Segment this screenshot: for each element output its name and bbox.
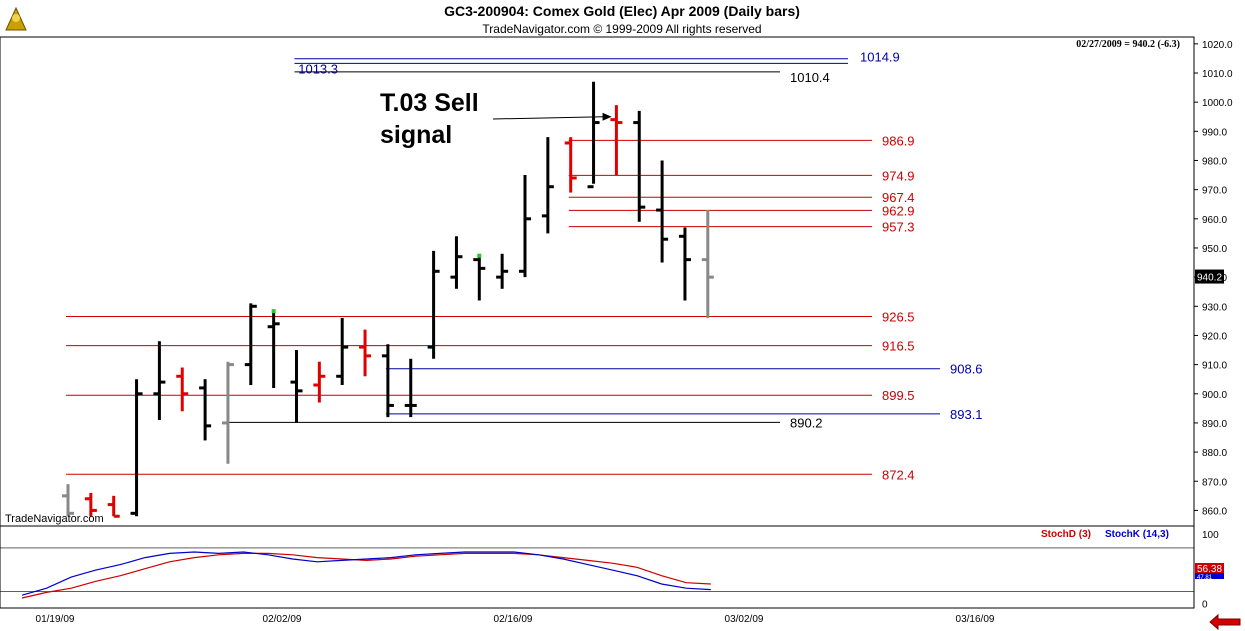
ohlc-bar[interactable]: [656, 160, 669, 263]
stochk-value: 47.81: [1197, 575, 1213, 581]
ohlc-bar[interactable]: [427, 250, 440, 359]
stochk-value-tag: [1195, 573, 1224, 579]
ohlc-bar[interactable]: [199, 379, 212, 441]
level-label: 1014.9: [860, 50, 900, 65]
stoch-tick-label: 0: [1202, 600, 1208, 611]
chart-title: GC3-200904: Comex Gold (Elec) Apr 2009 (…: [444, 3, 800, 19]
ohlc-bar[interactable]: [541, 137, 554, 234]
x-tick-label: 02/16/09: [494, 614, 533, 625]
level-label: 1013.3: [298, 61, 338, 76]
y-tick-label: 960.0: [1202, 215, 1227, 226]
ohlc-bar[interactable]: [610, 105, 623, 176]
level-label: 908.6: [950, 362, 983, 377]
y-tick-label: 870.0: [1202, 477, 1227, 488]
ohlc-bar[interactable]: [381, 344, 394, 418]
ohlc-bar[interactable]: [107, 495, 120, 518]
ohlc-bar[interactable]: [359, 329, 372, 377]
level-label: 1010.4: [790, 70, 830, 85]
signal-dot: [271, 309, 276, 314]
level-label: 986.9: [882, 133, 915, 148]
ohlc-bar[interactable]: [587, 81, 600, 189]
stochd-value: 56.38: [1197, 564, 1222, 575]
ohlc-bar[interactable]: [153, 341, 166, 421]
y-tick-label: 880.0: [1202, 448, 1227, 459]
stoch-tick-label: 100: [1202, 530, 1219, 541]
level-label: 916.5: [882, 339, 915, 354]
arrow-head-icon: [602, 112, 612, 121]
last-price-label: 940.2: [1197, 273, 1222, 284]
ohlc-bar[interactable]: [176, 367, 189, 412]
y-tick-label: 920.0: [1202, 331, 1227, 342]
ohlc-bar[interactable]: [678, 227, 691, 301]
annotation-arrow: [492, 116, 604, 120]
watermark: TradeNavigator.com: [5, 513, 104, 525]
stoch-pane[interactable]: [0, 525, 1195, 609]
legend-stochk: StochK (14,3): [1105, 529, 1169, 540]
y-tick-label: 890.0: [1202, 419, 1227, 430]
signal-dot: [477, 253, 482, 258]
y-tick-label: 930.0: [1202, 302, 1227, 313]
x-tick-label: 03/02/09: [725, 614, 764, 625]
ohlc-bar[interactable]: [267, 312, 280, 388]
last-price-tag: [1195, 269, 1224, 284]
ohlc-bar[interactable]: [290, 350, 303, 423]
y-tick-label: 900.0: [1202, 390, 1227, 401]
stochk-line: [21, 551, 711, 596]
ohlc-bar[interactable]: [336, 317, 349, 386]
x-tick-label: 02/02/09: [263, 614, 302, 625]
ohlc-bar[interactable]: [84, 492, 97, 517]
level-label: 957.3: [882, 220, 915, 235]
y-tick-label: 970.0: [1202, 186, 1227, 197]
level-label: 893.1: [950, 407, 983, 422]
y-tick-label: 990.0: [1202, 127, 1227, 138]
ohlc-bar[interactable]: [701, 210, 714, 318]
y-tick-label: 1010.0: [1202, 69, 1233, 80]
trade-navigator-logo[interactable]: [5, 6, 27, 31]
ohlc-bar[interactable]: [496, 253, 509, 289]
ohlc-bar[interactable]: [313, 361, 326, 403]
stochd-line: [21, 552, 711, 599]
chart-subtitle: TradeNavigator.com © 1999-2009 All right…: [482, 22, 761, 36]
y-tick-label: 1000.0: [1202, 98, 1233, 109]
y-tick-label: 1020.0: [1202, 40, 1233, 51]
ohlc-bar[interactable]: [221, 361, 234, 464]
ohlc-bar[interactable]: [450, 236, 463, 289]
price-pane[interactable]: [0, 36, 1195, 527]
y-tick-label: 950.0: [1202, 244, 1227, 255]
scroll-arrow-icon[interactable]: [1209, 613, 1241, 631]
x-tick-label: 01/19/09: [36, 614, 75, 625]
annotation-line1: T.03 Sell: [380, 89, 479, 117]
stochd-value-tag: [1195, 563, 1224, 573]
ohlc-bar[interactable]: [404, 358, 417, 418]
ohlc-bar[interactable]: [564, 137, 577, 193]
annotation-line2: signal: [380, 121, 452, 149]
x-tick-label: 03/16/09: [956, 614, 995, 625]
price-readout: 02/27/2009 = 940.2 (-6.3): [1076, 39, 1180, 50]
level-label: 899.5: [882, 388, 915, 403]
level-label: 967.4: [882, 190, 915, 205]
ohlc-bar[interactable]: [633, 110, 646, 222]
ohlc-bar[interactable]: [473, 256, 486, 301]
y-tick-label: 980.0: [1202, 156, 1227, 167]
ohlc-bar[interactable]: [519, 175, 531, 278]
y-tick-label: 860.0: [1202, 506, 1227, 517]
level-label: 872.4: [882, 467, 915, 482]
ohlc-bar[interactable]: [244, 303, 257, 386]
level-label: 890.2: [790, 415, 823, 430]
level-label: 974.9: [882, 168, 915, 183]
y-tick-label: 910.0: [1202, 361, 1227, 372]
ohlc-bar[interactable]: [62, 484, 74, 517]
ohlc-bar[interactable]: [130, 379, 143, 517]
legend-stochd: StochD (3): [1041, 529, 1091, 540]
level-label: 962.9: [882, 203, 915, 218]
level-label: 926.5: [882, 309, 915, 324]
